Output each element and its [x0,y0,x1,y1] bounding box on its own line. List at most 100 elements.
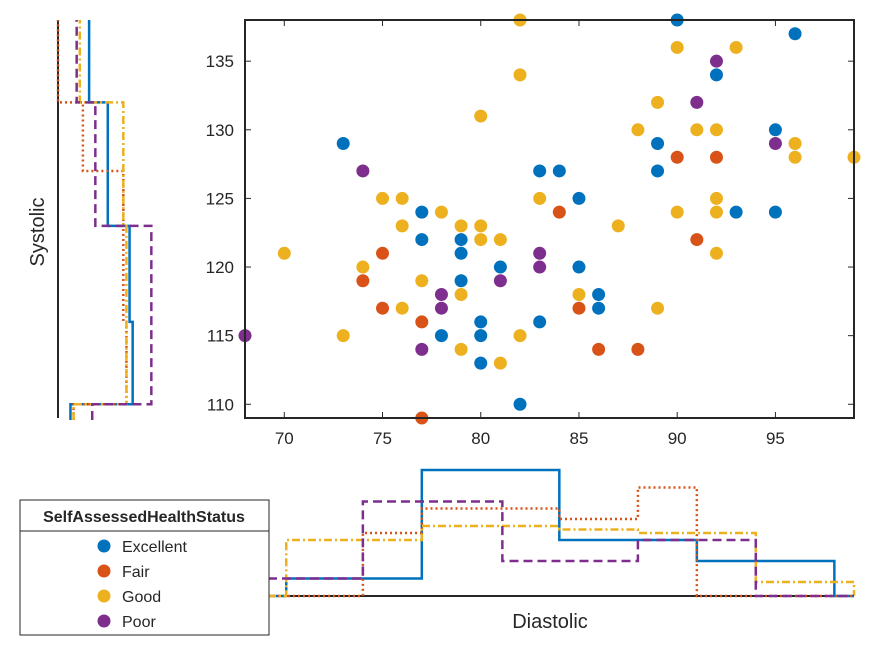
legend: SelfAssessedHealthStatus Excellent Fair Go… [19,499,270,636]
y-tick-label: 135 [206,52,234,71]
point-fair [592,342,606,356]
point-poor [415,342,429,356]
scatter-plot-area: 70 75 80 85 90 95 110 115 120 125 130 135 [206,13,861,448]
point-excellent [768,205,782,219]
point-excellent [552,164,566,178]
point-good [611,219,625,233]
point-excellent [454,246,468,260]
point-good [513,329,527,343]
point-excellent [709,68,723,82]
point-excellent [474,315,488,329]
point-poor [533,246,547,260]
point-excellent [533,164,547,178]
point-good [493,356,507,370]
point-good [493,233,507,247]
point-good [651,95,665,109]
point-excellent [592,287,606,301]
point-excellent [768,123,782,137]
point-poor [434,287,448,301]
point-good [395,219,409,233]
point-poor [709,54,723,68]
x-tick-label: 80 [471,429,490,448]
x-tick-label: 75 [373,429,392,448]
point-good [395,191,409,205]
point-excellent [572,260,586,274]
point-good [651,301,665,315]
x-axis-label: Diastolic [512,611,588,633]
legend-marker-excellent [97,539,111,553]
legend-marker-fair [97,564,111,578]
point-excellent [651,164,665,178]
point-good [709,246,723,260]
point-fair [572,301,586,315]
point-excellent [454,274,468,288]
point-excellent [572,191,586,205]
diastolic-hist-poor [268,500,854,598]
point-poor [690,95,704,109]
point-fair [670,150,684,164]
legend-marker-poor [97,614,111,628]
legend-label-poor: Poor [122,614,156,631]
point-excellent [336,137,350,151]
point-excellent [533,315,547,329]
point-good [788,137,802,151]
point-good [434,205,448,219]
diastolic-hist-good [268,524,856,598]
point-excellent [592,301,606,315]
scatter-points [238,13,861,425]
point-poor [533,260,547,274]
y-tick-label: 120 [206,258,234,277]
point-excellent [415,233,429,247]
diastolic-hist-fair [268,486,854,598]
x-tick-label: 90 [668,429,687,448]
point-excellent [474,356,488,370]
point-excellent [454,233,468,247]
point-excellent [474,329,488,343]
point-fair [356,274,370,288]
point-good [533,191,547,205]
point-good [454,342,468,356]
legend-label-good: Good [122,589,161,606]
x-tick-label: 95 [766,429,785,448]
y-axis-label: Systolic [27,198,49,267]
systolic-marginal-histogram [56,20,153,420]
diastolic-marginal-histogram [268,468,856,598]
point-poor [768,137,782,151]
x-tick-label: 70 [275,429,294,448]
point-fair [415,315,429,329]
point-good [513,68,527,82]
point-good [474,219,488,233]
point-fair [376,246,390,260]
point-good [336,329,350,343]
point-good [631,123,645,137]
legend-items: Excellent Fair Good Poor [97,539,187,631]
point-excellent [729,205,743,219]
point-good [277,246,291,260]
point-fair [552,205,566,219]
point-good [474,109,488,123]
y-tick-label: 115 [207,327,234,346]
point-fair [376,301,390,315]
point-good [788,150,802,164]
point-fair [690,233,704,247]
point-good [415,274,429,288]
legend-label-fair: Fair [122,564,150,581]
y-tick-label: 125 [206,189,234,208]
x-tick-label: 85 [570,429,589,448]
point-good [709,191,723,205]
point-good [729,40,743,54]
plot-frame [244,19,855,419]
point-poor [434,301,448,315]
legend-title: SelfAssessedHealthStatus [43,509,245,526]
point-good [376,191,390,205]
point-good [709,123,723,137]
point-poor [493,274,507,288]
point-excellent [415,205,429,219]
y-tick-label: 130 [206,121,234,140]
point-good [709,205,723,219]
legend-marker-good [97,589,111,603]
point-fair [709,150,723,164]
point-excellent [434,329,448,343]
point-good [474,233,488,247]
